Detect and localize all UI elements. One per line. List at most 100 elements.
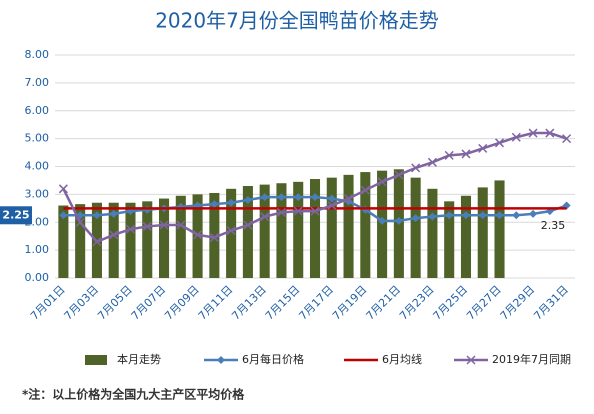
marker	[193, 230, 203, 240]
x-tick-label: 7月27日	[464, 283, 504, 323]
bar	[410, 177, 421, 278]
marker	[142, 221, 152, 231]
marker	[209, 233, 219, 243]
chart-title: 2020年7月份全国鸭苗价格走势	[155, 9, 439, 33]
x-tick-label: 7月15日	[263, 283, 303, 323]
annotation: 2.25	[2, 208, 29, 221]
marker	[344, 194, 354, 204]
y-tick-label: 6.00	[25, 104, 50, 117]
y-tick-label: 4.00	[25, 160, 50, 173]
bar	[494, 180, 505, 278]
marker	[461, 211, 470, 220]
y-tick-label: 8.00	[25, 48, 50, 61]
marker	[92, 211, 101, 220]
marker	[243, 220, 253, 230]
bar	[142, 201, 153, 278]
marker	[243, 195, 252, 204]
marker	[427, 157, 437, 167]
bar	[159, 198, 170, 278]
marker	[109, 209, 118, 218]
legend-label: 6月均线	[382, 352, 422, 366]
marker	[494, 138, 505, 148]
marker	[92, 237, 102, 247]
x-tick-label: 7月21日	[364, 283, 404, 323]
marker	[294, 193, 303, 202]
bar	[276, 183, 287, 278]
marker	[411, 214, 420, 223]
legend-label: 本月走势	[117, 352, 161, 366]
bar	[226, 188, 237, 278]
bar	[242, 186, 253, 278]
bar	[108, 202, 119, 278]
bar	[360, 172, 371, 278]
marker	[444, 150, 454, 160]
marker	[512, 211, 521, 220]
x-tick-label: 7月13日	[229, 283, 269, 323]
bar	[460, 195, 471, 278]
x-tick-label: 7月09日	[162, 283, 202, 323]
marker	[176, 220, 186, 230]
bar	[326, 177, 337, 278]
marker	[75, 217, 85, 227]
marker	[260, 193, 269, 202]
marker	[394, 216, 403, 225]
marker	[411, 163, 421, 173]
annotation-box	[0, 206, 32, 225]
marker	[59, 211, 68, 220]
marker	[227, 198, 236, 207]
marker	[217, 356, 225, 364]
marker	[394, 170, 404, 180]
bar	[209, 192, 220, 278]
marker	[466, 355, 476, 365]
y-tick-label: 3.00	[25, 187, 50, 200]
bar	[192, 194, 203, 278]
marker	[310, 206, 320, 216]
bar	[343, 174, 354, 278]
marker	[528, 128, 538, 138]
annotation: 2.35	[541, 219, 566, 232]
x-tick-label: 7月25日	[431, 283, 471, 323]
marker	[327, 194, 336, 203]
footnote: *注：以上价格为全国九大主产区平均价格	[22, 387, 245, 402]
y-tick-label: 7.00	[25, 76, 50, 89]
x-tick-label: 7月31日	[531, 283, 571, 323]
x-tick-label: 7月29日	[498, 283, 538, 323]
bar	[444, 201, 455, 278]
x-tick-label: 7月03日	[62, 283, 102, 323]
legend-label: 2019年7月同期	[492, 352, 571, 366]
x-tick-label: 7月07日	[129, 283, 169, 323]
marker	[58, 184, 68, 194]
marker	[109, 230, 119, 240]
marker	[428, 212, 437, 221]
marker	[260, 212, 270, 222]
marker	[210, 200, 219, 209]
marker	[545, 128, 555, 138]
marker	[276, 207, 286, 218]
bar	[293, 181, 304, 278]
bar	[309, 179, 321, 278]
y-tick-label: 1.00	[25, 243, 50, 256]
marker	[445, 211, 454, 220]
marker	[461, 149, 471, 159]
marker	[562, 134, 572, 144]
bar	[427, 188, 438, 278]
legend-label: 6月每日价格	[242, 352, 304, 366]
marker	[377, 177, 387, 187]
marker	[529, 209, 538, 218]
x-tick-label: 7月11日	[196, 283, 236, 323]
x-tick-label: 7月05日	[95, 283, 135, 323]
marker	[478, 143, 488, 153]
bar	[477, 187, 488, 278]
bar	[75, 204, 86, 278]
marker	[378, 216, 387, 225]
marker	[327, 200, 337, 211]
marker	[511, 132, 521, 142]
bar	[125, 202, 136, 278]
marker	[478, 211, 487, 220]
marker	[495, 211, 504, 220]
bar	[259, 184, 270, 278]
marker	[311, 193, 319, 202]
x-tick-label: 7月17日	[296, 283, 336, 323]
bar	[58, 205, 69, 278]
